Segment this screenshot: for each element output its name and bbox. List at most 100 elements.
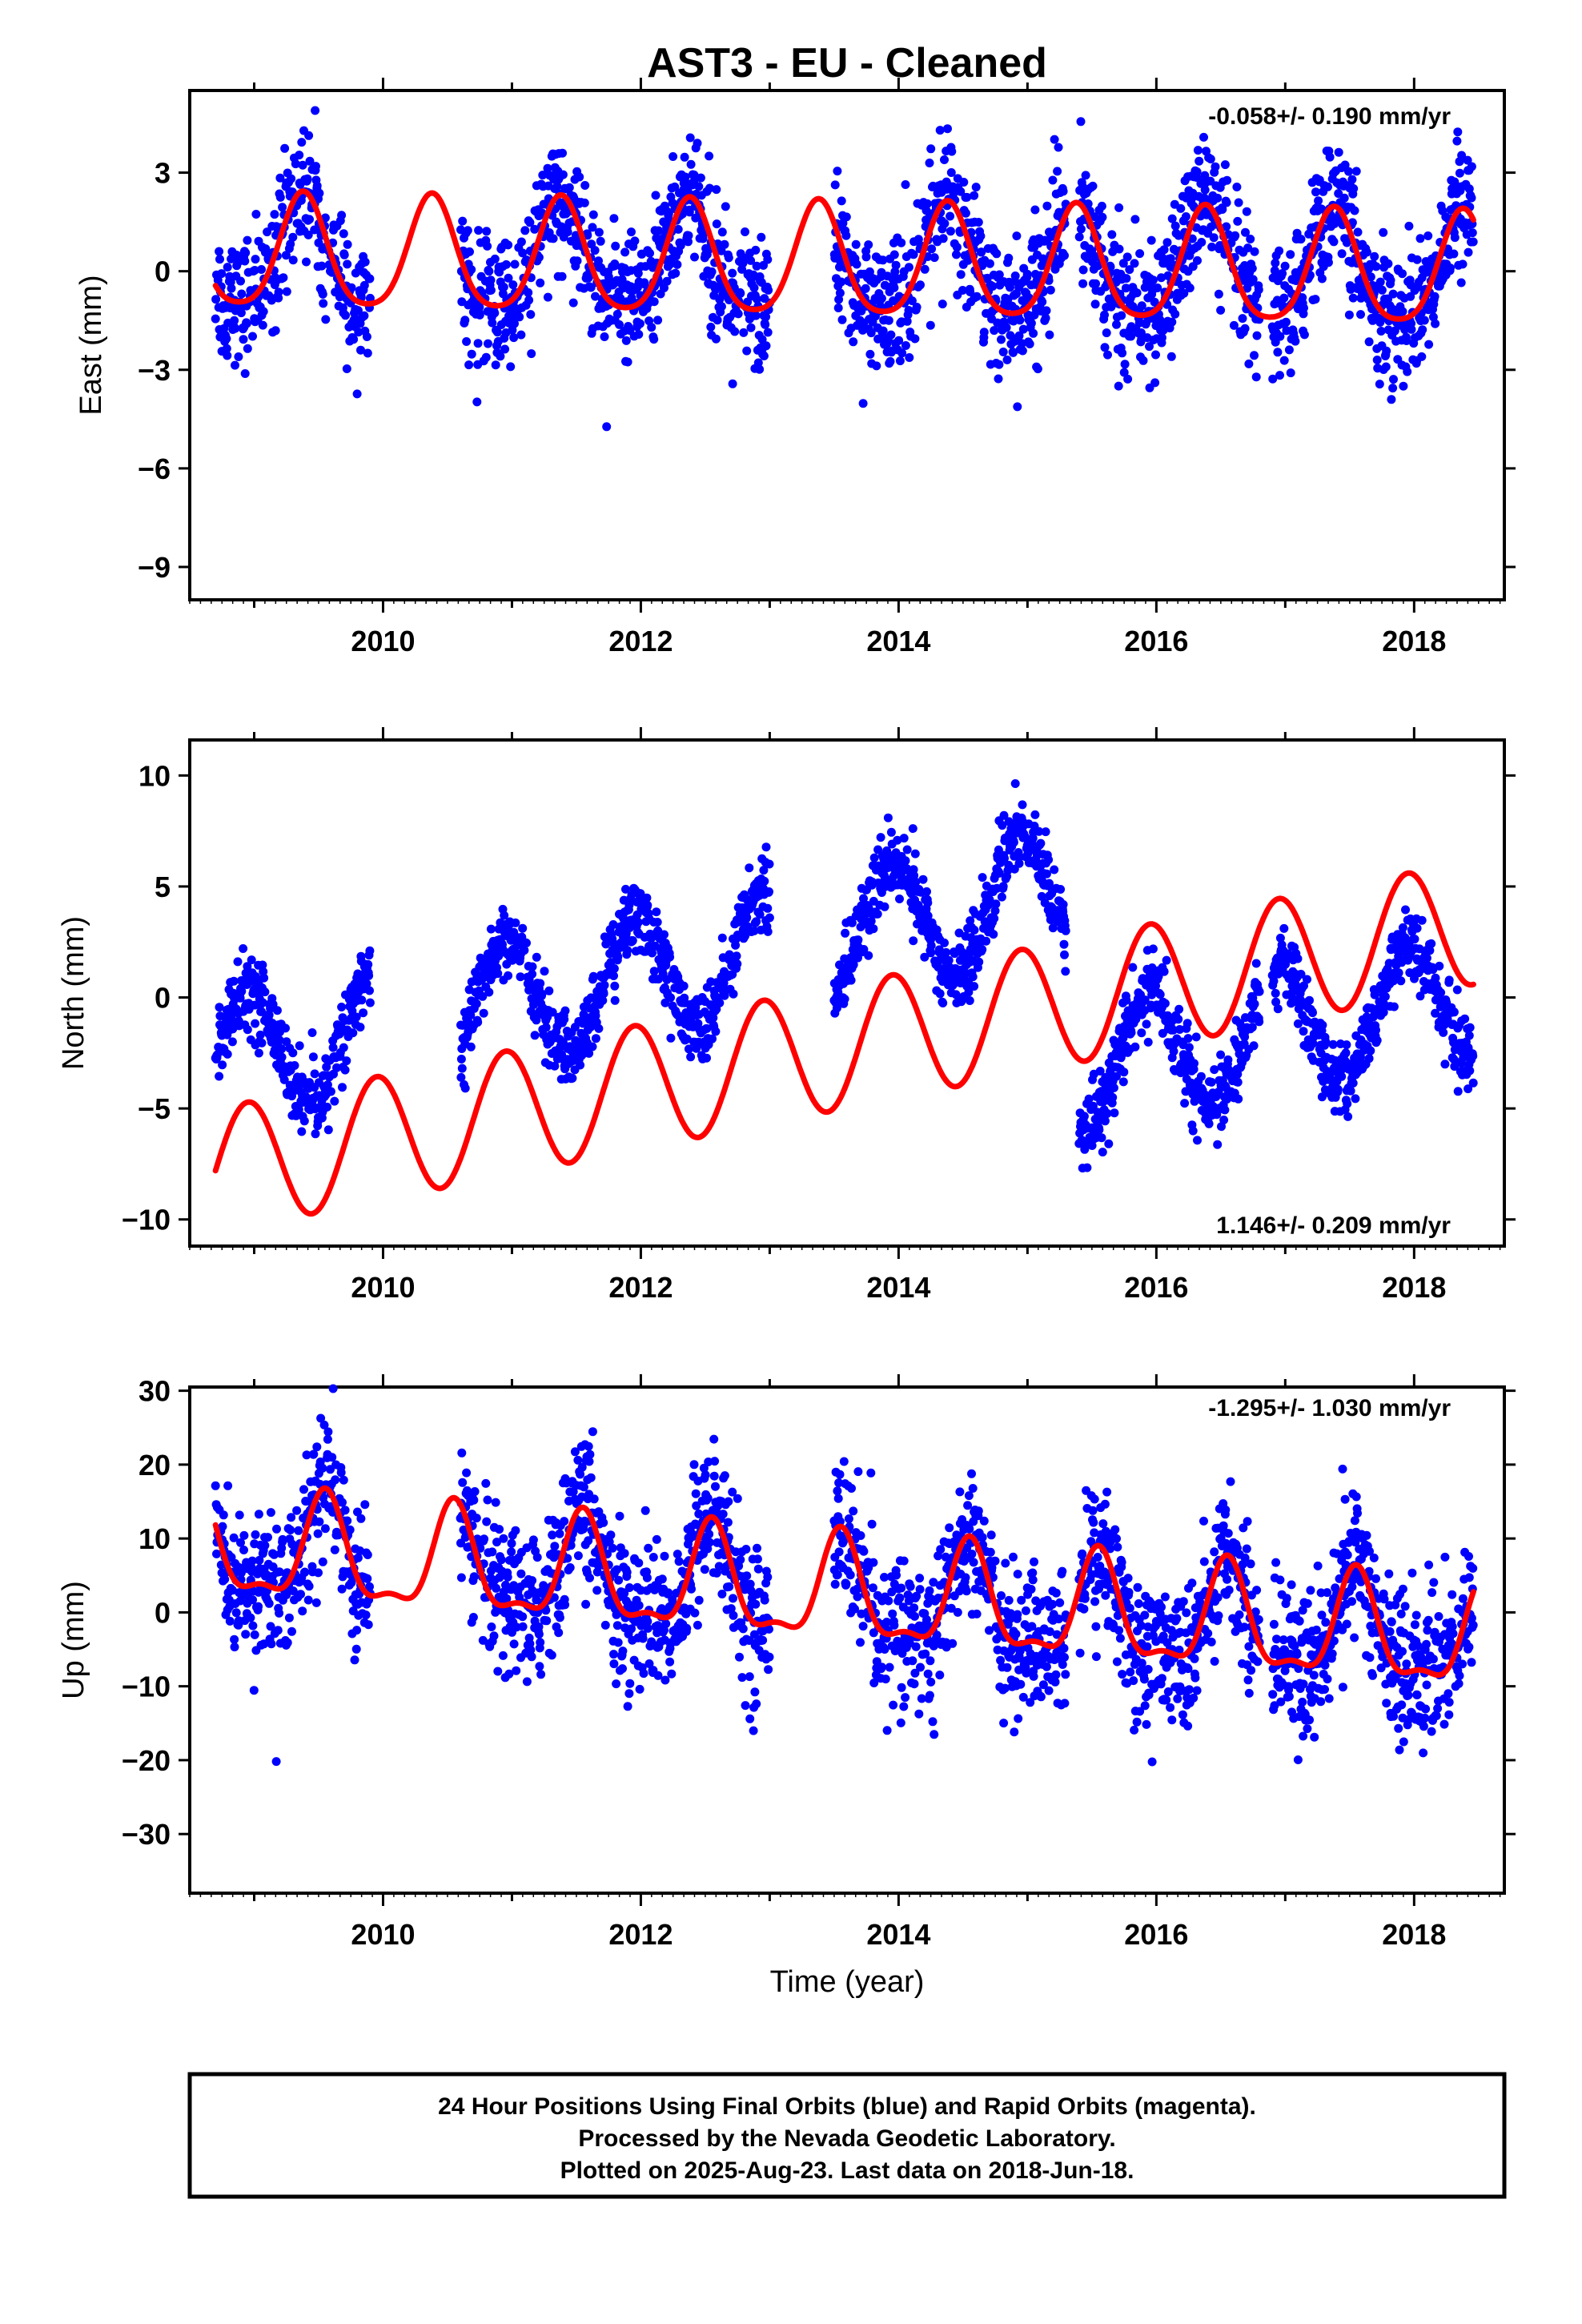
observation-point [1465, 1023, 1475, 1032]
observation-point [916, 280, 925, 290]
observation-point [1106, 302, 1116, 312]
x-tick-label: 2018 [1382, 1271, 1446, 1304]
observation-point [251, 255, 260, 264]
observation-point [588, 210, 598, 219]
observation-point [712, 219, 721, 229]
observation-point [247, 955, 256, 965]
observation-point [1117, 311, 1126, 320]
observation-point [878, 326, 888, 336]
observation-point [1050, 135, 1059, 144]
observation-point [520, 226, 530, 235]
observation-point [864, 240, 873, 250]
observation-point [510, 259, 520, 269]
observation-point [840, 995, 849, 1003]
observation-point [341, 311, 350, 320]
observation-point [340, 1065, 350, 1075]
observation-point [279, 273, 288, 283]
observation-point [339, 1043, 348, 1052]
observation-point [922, 199, 932, 208]
observation-point [1364, 337, 1374, 347]
observation-point [1278, 269, 1287, 278]
observation-point [1464, 1031, 1474, 1040]
observation-point [961, 208, 970, 218]
axis-ticks [179, 78, 1516, 613]
observation-point [307, 1028, 317, 1037]
observation-point [899, 834, 909, 843]
y-tick-label: −10 [122, 1204, 171, 1236]
observation-point [1162, 238, 1172, 247]
observation-point [1382, 346, 1391, 356]
observation-point [1268, 374, 1278, 384]
observation-point [1143, 1037, 1153, 1047]
observation-point [591, 1034, 600, 1043]
rate-label: -0.058+/- 0.190 mm/yr [1208, 103, 1451, 130]
observation-point [998, 882, 1008, 891]
observation-point [1450, 233, 1460, 243]
observation-point [322, 1062, 331, 1072]
observation-point [298, 160, 307, 170]
observation-point [594, 227, 604, 237]
observation-point [1013, 402, 1022, 412]
observation-point [349, 335, 359, 344]
observation-point [1372, 356, 1382, 364]
observation-point [1006, 283, 1014, 292]
observation-point [904, 306, 913, 315]
observation-point [1153, 283, 1162, 292]
observation-point [1045, 330, 1054, 340]
observation-point [243, 235, 252, 245]
observation-point [938, 234, 948, 243]
observation-point [588, 223, 597, 232]
observation-point [222, 334, 231, 344]
observation-point [1238, 314, 1247, 324]
observation-point [463, 226, 472, 235]
observation-point [1449, 249, 1459, 259]
observation-point [484, 267, 494, 276]
observation-point [1455, 168, 1464, 178]
observation-point [1079, 1112, 1089, 1121]
observation-point [1146, 235, 1156, 245]
observation-point [841, 928, 850, 938]
observation-point [1050, 865, 1059, 875]
observation-point [263, 227, 272, 237]
observation-point [465, 247, 474, 256]
observation-point [1308, 1008, 1317, 1018]
observation-point [473, 1018, 483, 1027]
observation-point [1109, 1083, 1118, 1092]
observation-point [223, 1049, 232, 1059]
observation-point [1009, 838, 1018, 847]
observation-point [1255, 1017, 1264, 1027]
observation-point [1231, 231, 1240, 240]
observation-point [662, 276, 672, 286]
observation-point [1246, 235, 1255, 243]
observation-point [1275, 246, 1284, 255]
observation-point [763, 255, 773, 264]
observation-point [835, 288, 845, 298]
observation-point [1457, 151, 1467, 160]
observation-point [598, 995, 608, 1005]
observation-point [1188, 1126, 1198, 1136]
observation-point [1249, 1041, 1259, 1051]
observation-point [1248, 275, 1258, 284]
observation-point [684, 231, 693, 240]
observation-point [752, 261, 761, 271]
observation-point [466, 1042, 476, 1051]
observation-point [516, 972, 525, 982]
observation-point [1350, 206, 1359, 215]
observation-point [223, 263, 232, 272]
observation-point [1054, 143, 1063, 152]
observation-point [305, 156, 315, 166]
observation-point [1098, 1148, 1107, 1157]
observation-point [490, 308, 500, 318]
observation-point [1234, 1094, 1243, 1104]
observation-point [1076, 224, 1086, 234]
observation-point [1097, 201, 1106, 211]
observation-point [765, 859, 774, 869]
observation-point [739, 328, 749, 337]
observation-point [1464, 247, 1473, 257]
observation-point [299, 1116, 309, 1126]
observation-point [222, 344, 231, 353]
observation-point [295, 1041, 304, 1051]
observation-point [965, 996, 974, 1005]
